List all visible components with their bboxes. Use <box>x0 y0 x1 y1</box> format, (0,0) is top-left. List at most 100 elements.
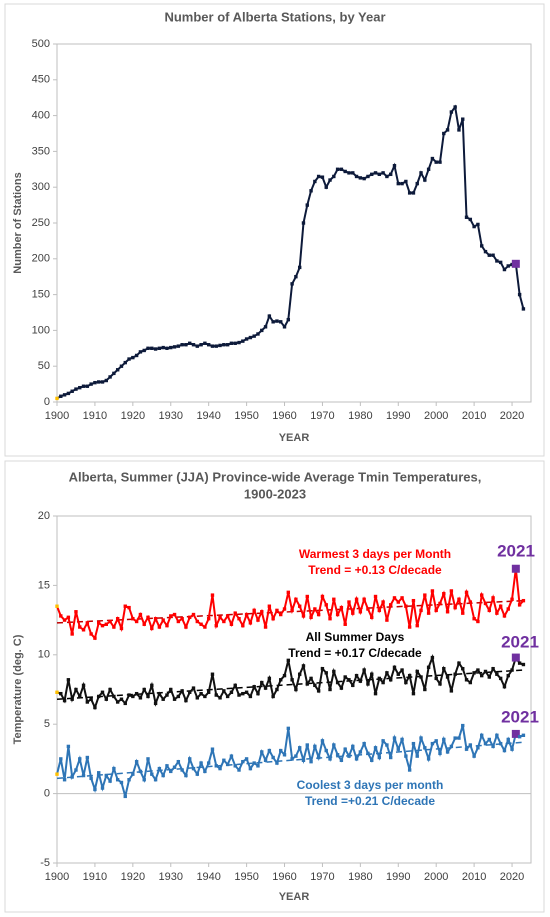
data-point <box>461 666 465 671</box>
data-point <box>180 689 184 693</box>
x-tick-label: 1900 <box>45 410 69 422</box>
data-point <box>218 696 222 700</box>
y-tick-label: 5 <box>44 718 50 730</box>
data-point <box>407 768 412 772</box>
trend-line <box>56 741 524 780</box>
data-point <box>305 203 309 207</box>
data-point <box>282 753 287 757</box>
data-point <box>131 772 135 776</box>
data-point <box>233 683 237 688</box>
data-point <box>335 167 340 171</box>
data-point <box>237 617 241 621</box>
data-point <box>81 683 86 688</box>
y-tick-label: 50 <box>38 360 50 372</box>
data-point <box>195 344 200 348</box>
data-point <box>161 697 165 701</box>
data-point <box>153 778 158 782</box>
x-tick-label: 1960 <box>272 871 296 883</box>
data-point <box>332 669 336 674</box>
data-point <box>487 253 491 257</box>
data-point <box>498 604 503 608</box>
data-point <box>169 614 173 618</box>
data-point <box>419 675 423 679</box>
data-point <box>286 317 291 322</box>
data-point <box>184 773 188 778</box>
data-point <box>426 757 431 761</box>
data-point <box>434 739 438 743</box>
data-point <box>335 680 340 685</box>
data-point <box>442 666 446 671</box>
data-point <box>104 697 108 701</box>
data-point <box>511 259 520 268</box>
data-point <box>108 779 112 783</box>
data-point <box>131 355 135 360</box>
data-point <box>134 759 139 764</box>
data-point <box>104 378 108 383</box>
data-point <box>464 678 469 682</box>
data-point <box>225 614 230 618</box>
data-point <box>373 691 378 696</box>
data-point <box>385 174 389 179</box>
data-point <box>415 754 419 758</box>
data-point <box>373 171 378 175</box>
data-point <box>498 260 503 265</box>
data-point <box>237 768 241 772</box>
data-point <box>271 320 275 324</box>
data-point <box>290 678 294 682</box>
data-point <box>256 618 260 622</box>
data-point <box>385 618 389 622</box>
data-point <box>146 346 150 350</box>
data-point <box>400 668 404 672</box>
annotation: 2021 <box>501 632 539 651</box>
data-point <box>214 764 218 768</box>
data-point <box>521 307 526 311</box>
data-point <box>256 332 260 336</box>
data-point <box>354 673 359 678</box>
data-point <box>351 611 355 615</box>
data-point <box>445 675 450 679</box>
data-point <box>502 267 507 272</box>
data-point <box>343 675 347 679</box>
data-point <box>347 171 351 175</box>
data-point <box>138 350 143 354</box>
data-point <box>521 662 526 667</box>
data-point <box>252 685 256 689</box>
data-point <box>320 739 325 743</box>
data-point <box>468 600 473 604</box>
data-point <box>81 628 86 632</box>
y-tick-label: 450 <box>32 74 50 86</box>
data-point <box>472 754 476 758</box>
data-point <box>442 737 446 742</box>
annotation: 2021 <box>501 707 539 726</box>
data-point <box>279 748 283 753</box>
data-point <box>491 253 495 257</box>
data-point <box>511 653 520 662</box>
data-point <box>138 612 143 617</box>
data-point <box>294 597 298 601</box>
data-point <box>354 174 359 179</box>
data-point <box>157 691 162 696</box>
data-point <box>370 672 374 676</box>
data-point <box>70 632 74 636</box>
data-point <box>275 761 279 765</box>
data-point <box>502 685 507 689</box>
y-axis-label: Number of Stations <box>12 172 24 273</box>
data-point <box>169 769 173 774</box>
data-point <box>55 604 59 608</box>
data-point <box>62 778 67 782</box>
data-point <box>244 337 249 341</box>
data-point <box>218 615 222 620</box>
data-point <box>419 171 423 175</box>
data-point <box>339 605 344 610</box>
data-point <box>203 625 207 629</box>
data-point <box>411 191 416 195</box>
x-tick-label: 2010 <box>462 871 486 883</box>
data-point <box>423 178 427 182</box>
data-point <box>354 597 359 601</box>
data-point <box>404 754 408 758</box>
data-point <box>354 757 359 761</box>
data-point <box>305 743 309 747</box>
data-point <box>241 691 245 696</box>
data-point <box>430 156 435 161</box>
data-point <box>112 371 116 376</box>
